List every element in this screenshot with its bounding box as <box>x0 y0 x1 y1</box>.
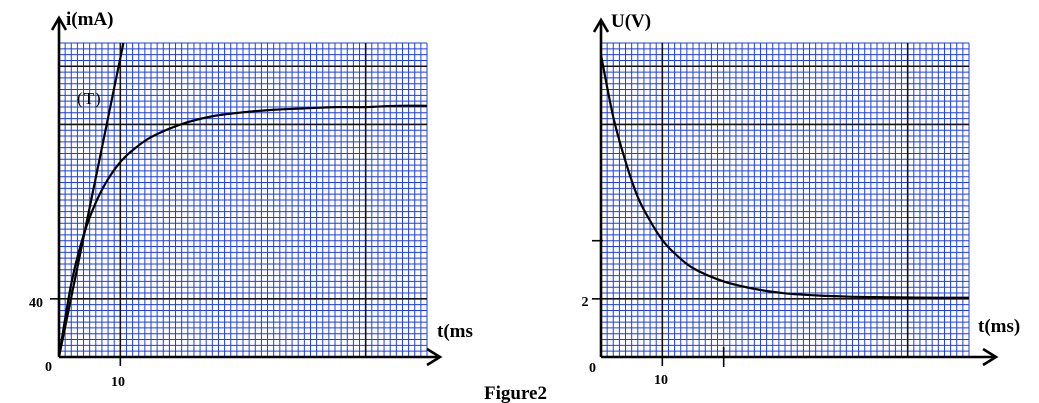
current-x-axis-label: t(ms <box>437 321 473 342</box>
voltage-curve <box>599 54 970 299</box>
voltage-y-tick-label-2: 2 <box>582 295 589 310</box>
current-x-tick-label-10: 10 <box>111 375 125 390</box>
voltage-chart: U(V) t(ms) 0 10 2 <box>582 11 1021 388</box>
tangent-annotation-label: (T) <box>77 89 102 108</box>
figure-caption: Figure2 <box>484 383 547 403</box>
current-chart-series <box>57 42 428 358</box>
current-chart-grid <box>58 42 428 358</box>
voltage-x-axis-arrow <box>982 347 999 367</box>
current-chart: i(mA) t(ms (T) 0 10 40 <box>29 9 473 390</box>
voltage-x-axis-label: t(ms) <box>978 316 1020 337</box>
current-x-tick-label-0: 0 <box>45 360 52 375</box>
voltage-chart-series <box>599 54 970 299</box>
voltage-y-axis-arrow <box>592 17 610 33</box>
current-curve <box>57 104 428 358</box>
voltage-x-tick-label-10: 10 <box>654 373 668 388</box>
current-chart-axes <box>50 15 443 367</box>
voltage-x-tick-label-0: 0 <box>589 361 596 376</box>
voltage-chart-grid <box>600 42 970 358</box>
current-y-axis-arrow <box>50 15 68 31</box>
current-y-tick-label-40: 40 <box>29 296 43 311</box>
current-y-axis-label: i(mA) <box>66 9 113 30</box>
tangent-line <box>57 42 125 358</box>
voltage-chart-axes <box>592 17 999 367</box>
voltage-y-axis-label: U(V) <box>611 11 651 32</box>
current-x-axis-arrow <box>426 347 443 367</box>
